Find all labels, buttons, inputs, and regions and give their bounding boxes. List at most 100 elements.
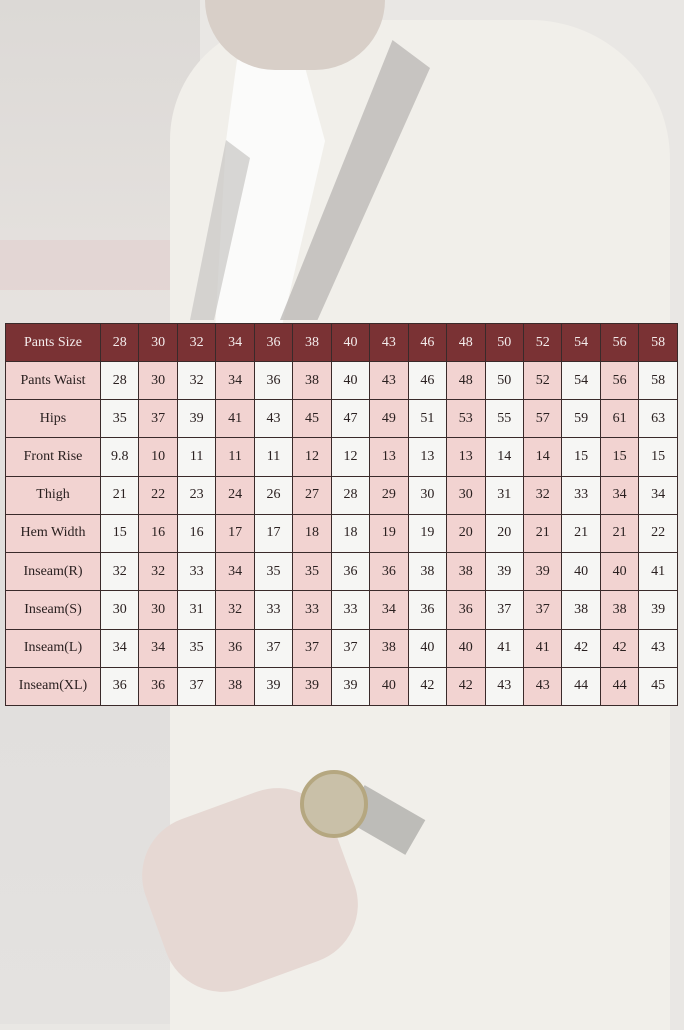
table-cell: 34 — [138, 628, 178, 668]
table-cell: 32 — [99, 552, 140, 592]
table-cell: 40 — [369, 666, 409, 707]
header-size: 36 — [253, 323, 294, 362]
table-cell: 32 — [138, 552, 178, 592]
header-size: 52 — [522, 323, 563, 362]
table-cell: 34 — [99, 628, 140, 668]
header-label: Pants Size — [5, 323, 101, 362]
row-label: Inseam(XL) — [5, 666, 101, 707]
table-cell: 15 — [99, 513, 140, 554]
table-cell: 41 — [484, 628, 524, 668]
table-cell: 39 — [176, 399, 217, 439]
table-cell: 36 — [407, 590, 448, 630]
row-label: Hem Width — [5, 513, 101, 554]
table-cell: 36 — [99, 666, 140, 707]
table-cell: 13 — [369, 437, 409, 477]
table-cell: 37 — [330, 628, 371, 668]
table-cell: 30 — [138, 360, 178, 401]
table-cell: 37 — [138, 399, 178, 439]
table-cell: 10 — [138, 437, 178, 477]
table-cell: 11 — [253, 437, 294, 477]
table-row: Inseam(L) 34 34 35 36 37 37 37 38 40 40 41 41 42 42 43 — [5, 628, 678, 668]
table-cell: 47 — [330, 399, 371, 439]
table-cell: 9.8 — [99, 437, 140, 477]
table-cell: 40 — [407, 628, 448, 668]
header-size: 46 — [407, 323, 448, 362]
table-cell: 13 — [446, 437, 486, 477]
table-cell: 19 — [369, 513, 409, 554]
table-cell: 38 — [561, 590, 601, 630]
table-cell: 36 — [446, 590, 486, 630]
table-cell: 34 — [215, 552, 255, 592]
table-cell: 11 — [215, 437, 255, 477]
table-cell: 31 — [484, 475, 524, 515]
table-cell: 35 — [176, 628, 217, 668]
table-cell: 19 — [407, 513, 448, 554]
header-size: 56 — [599, 323, 640, 362]
table-row: Hem Width 15 16 16 17 17 18 18 19 19 20 20 21 21 21 22 — [5, 513, 678, 554]
table-cell: 33 — [176, 552, 217, 592]
table-cell: 16 — [176, 513, 217, 554]
table-cell: 14 — [484, 437, 524, 477]
table-cell: 51 — [407, 399, 448, 439]
table-cell: 44 — [599, 666, 640, 707]
table-row: Front Rise 9.8 10 11 11 11 12 12 13 13 13 14 14 15 15 1… — [5, 437, 678, 477]
table-cell: 21 — [599, 513, 640, 554]
table-cell: 32 — [522, 475, 563, 515]
table-cell: 38 — [407, 552, 448, 592]
table-cell: 15 — [561, 437, 601, 477]
table-cell: 33 — [253, 590, 294, 630]
table-cell: 40 — [599, 552, 640, 592]
table-cell: 39 — [484, 552, 524, 592]
table-cell: 54 — [561, 360, 601, 401]
table-cell: 23 — [176, 475, 217, 515]
table-cell: 58 — [638, 360, 678, 401]
table-cell: 41 — [522, 628, 563, 668]
header-size: 48 — [446, 323, 486, 362]
header-size: 40 — [330, 323, 371, 362]
table-cell: 15 — [638, 437, 678, 477]
table-cell: 40 — [446, 628, 486, 668]
row-label: Inseam(S) — [5, 590, 101, 630]
table-cell: 40 — [330, 360, 371, 401]
table-cell: 13 — [407, 437, 448, 477]
header-size: 43 — [369, 323, 409, 362]
table-cell: 40 — [561, 552, 601, 592]
table-cell: 43 — [522, 666, 563, 707]
table-cell: 34 — [599, 475, 640, 515]
table-cell: 35 — [99, 399, 140, 439]
background-sign — [0, 240, 180, 290]
table-cell: 43 — [638, 628, 678, 668]
table-cell: 18 — [330, 513, 371, 554]
table-cell: 30 — [446, 475, 486, 515]
table-cell: 36 — [215, 628, 255, 668]
header-size: 38 — [292, 323, 332, 362]
table-cell: 37 — [292, 628, 332, 668]
table-cell: 11 — [176, 437, 217, 477]
row-label: Inseam(L) — [5, 628, 101, 668]
table-cell: 34 — [638, 475, 678, 515]
row-label: Pants Waist — [5, 360, 101, 401]
table-cell: 15 — [599, 437, 640, 477]
table-cell: 27 — [292, 475, 332, 515]
table-cell: 17 — [253, 513, 294, 554]
table-cell: 21 — [522, 513, 563, 554]
table-cell: 32 — [215, 590, 255, 630]
table-cell: 32 — [176, 360, 217, 401]
header-size: 50 — [484, 323, 524, 362]
table-cell: 43 — [484, 666, 524, 707]
table-cell: 61 — [599, 399, 640, 439]
table-cell: 12 — [292, 437, 332, 477]
table-cell: 48 — [446, 360, 486, 401]
table-cell: 22 — [138, 475, 178, 515]
table-cell: 36 — [330, 552, 371, 592]
table-cell: 39 — [253, 666, 294, 707]
table-cell: 20 — [484, 513, 524, 554]
table-cell: 28 — [330, 475, 371, 515]
table-cell: 29 — [369, 475, 409, 515]
table-cell: 43 — [253, 399, 294, 439]
table-cell: 17 — [215, 513, 255, 554]
row-label: Hips — [5, 399, 101, 439]
table-cell: 42 — [561, 628, 601, 668]
table-cell: 42 — [599, 628, 640, 668]
table-cell: 34 — [215, 360, 255, 401]
